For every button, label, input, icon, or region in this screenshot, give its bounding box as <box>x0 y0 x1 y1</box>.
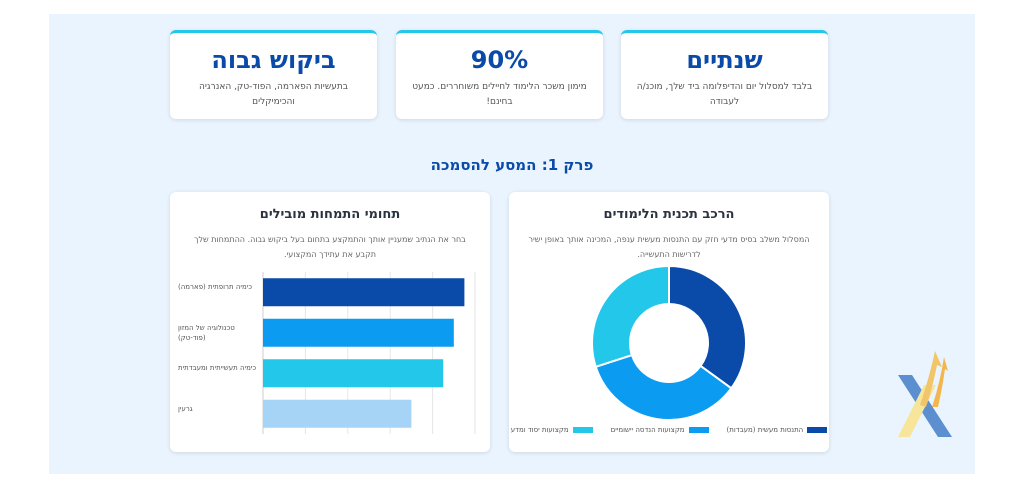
chart-title: הרכב תכנית הלימודים <box>603 207 735 222</box>
bar <box>263 359 444 388</box>
legend-label: התנסות מעשית (מעבדות) <box>726 426 804 434</box>
stat-description: בתעשיות הפארמה, הפוד-טק, האנרגיה והכימיק… <box>199 82 348 107</box>
legend-item: התנסות מעשית (מעבדות) <box>727 426 828 434</box>
logo-icon <box>898 351 952 437</box>
category-label: גרעין <box>178 404 193 413</box>
chart-description: המסלול משלב בסיס מדעי חזק עם התנסות מעשי… <box>528 235 810 259</box>
legend-item: מקצועות הנדסה יישומיים <box>611 426 709 434</box>
bar <box>263 318 454 347</box>
chart-description: בחר את הנתיב שמעניין אותך והתמקצע בתחום … <box>194 235 466 259</box>
category-label: כימיה תרופתית (פארמה) <box>178 283 252 292</box>
pie-slice <box>594 353 733 421</box>
pie-slice <box>668 264 747 390</box>
stat-description: מימון משכר הלימוד לחיילים משוחררים. כמעט… <box>412 82 587 107</box>
legend-label: מקצועות יסוד ומדע <box>510 426 569 434</box>
category-label: טכנולוגיה של המזון (פוד-טק) <box>178 323 235 342</box>
donut-legend: התנסות מעשית (מעבדות) מקצועות הנדסה יישומ… <box>509 426 829 434</box>
stat-value: 90% <box>470 46 529 74</box>
legend-swatch <box>572 427 593 433</box>
legend-swatch <box>807 427 828 433</box>
legend-swatch <box>688 427 709 433</box>
section-title: פרק 1: המסע להסמכה <box>430 156 594 174</box>
donut-chart <box>591 264 747 421</box>
stat-value: שנתיים <box>686 46 763 74</box>
stat-card-funding: 90% מימון משכר הלימוד לחיילים משוחררים. … <box>396 30 603 119</box>
stat-card-duration: שנתיים בלבד למסלול יום והדיפלומה ביד שלך… <box>621 30 828 119</box>
stat-description: בלבד למסלול יום והדיפלומה ביד שלך, מוכנ/… <box>636 82 813 107</box>
bar <box>263 278 465 307</box>
pie-slice <box>591 264 670 369</box>
bar-chart <box>262 272 476 434</box>
bar <box>263 399 412 428</box>
stat-value: ביקוש גבוה <box>211 46 336 74</box>
curriculum-card: הרכב תכנית הלימודים המסלול משלב בסיס מדע… <box>509 192 829 452</box>
category-label: כימיה תעשייתית ומעבדתית <box>178 364 257 373</box>
legend-label: מקצועות הנדסה יישומיים <box>610 426 685 434</box>
legend-item: מקצועות יסוד ומדע <box>511 426 593 434</box>
specializations-card: תחומי התמחות מובילים בחר את הנתיב שמעניי… <box>170 192 490 452</box>
stat-card-demand: ביקוש גבוה בתעשיות הפארמה, הפוד-טק, האנר… <box>170 30 377 119</box>
chart-title: תחומי התמחות מובילים <box>259 207 401 222</box>
